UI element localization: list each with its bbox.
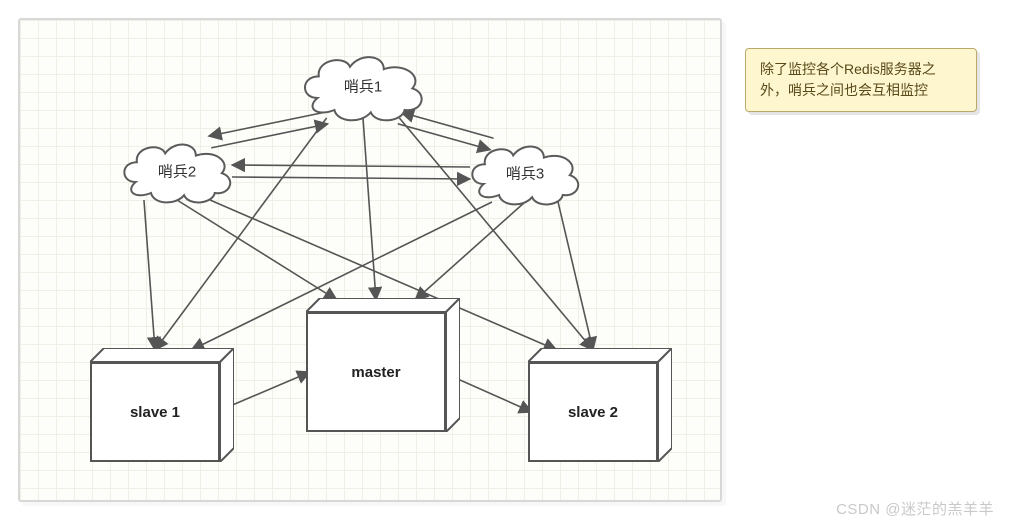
watermark-text: CSDN @迷茫的羔羊羊 xyxy=(836,501,994,518)
diagram-canvas: { "type":"network", "background_color":"… xyxy=(0,0,1016,529)
annotation-text: 除了监控各个Redis服务器之外，哨兵之间也会互相监控 xyxy=(760,61,936,98)
annotation-note: 除了监控各个Redis服务器之外，哨兵之间也会互相监控 xyxy=(745,48,977,112)
watermark: CSDN @迷茫的羔羊羊 xyxy=(836,498,994,519)
grid-paper xyxy=(18,18,722,502)
